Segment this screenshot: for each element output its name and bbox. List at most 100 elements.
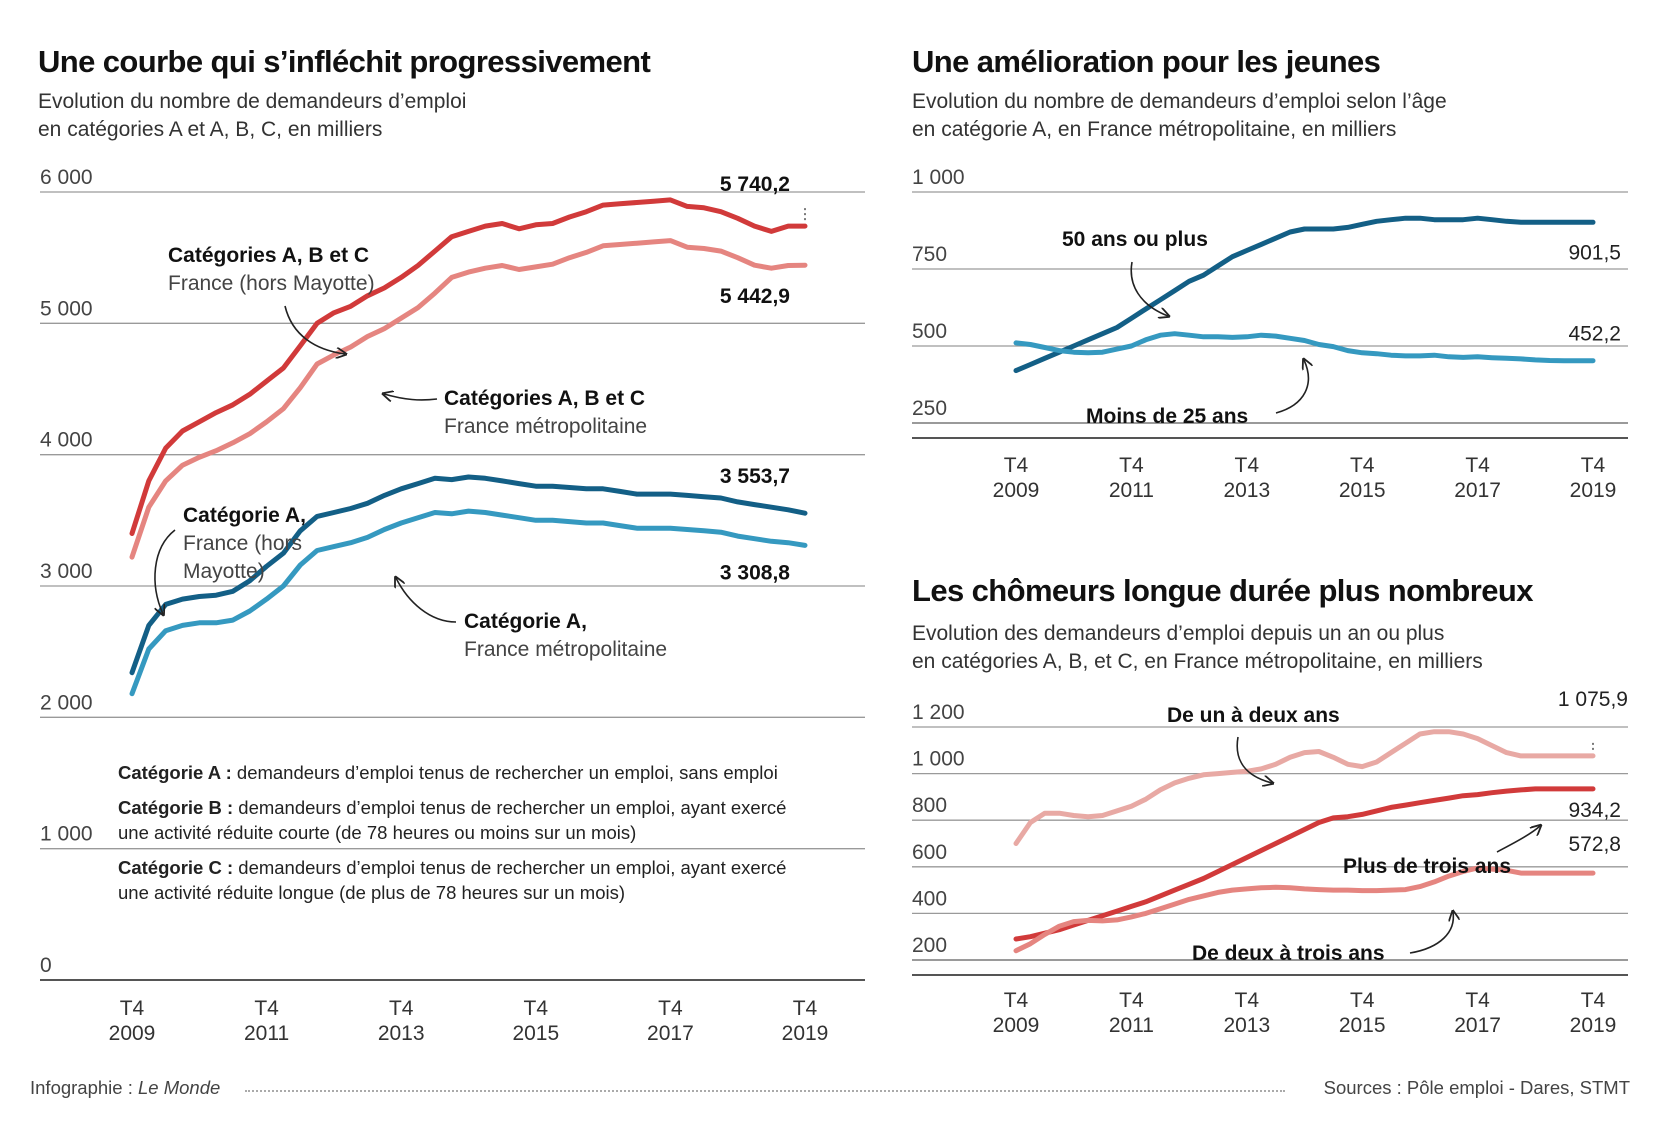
bottom-right-x-tick-year: 2019 (1570, 1014, 1617, 1037)
annotation-a-france-normal-1: France (hors (183, 532, 302, 555)
top-right-x-tick-label: T4 (1581, 454, 1606, 477)
arrow-deux-trois-ans (1409, 912, 1453, 954)
definition-b-text-2: une activité réduite courte (de 78 heure… (118, 822, 637, 843)
bottom-right-x-tick-label: T4 (1004, 989, 1029, 1012)
top-right-chart-title: Une amélioration pour les jeunes (912, 44, 1381, 79)
left-x-tick-label: T4 (524, 997, 549, 1020)
bottom-right-end-value-label-2: 572,8 (1568, 833, 1621, 856)
annotation-abc-metro-normal: France métropolitaine (444, 415, 647, 438)
annotation-plus-trois-ans: Plus de trois ans (1343, 855, 1511, 878)
annotation-abc-france-normal: France (hors Mayotte) (168, 272, 375, 295)
top-right-x-tick-year: 2017 (1454, 479, 1501, 502)
annotation-50-plus: 50 ans ou plus (1062, 228, 1208, 251)
bottom-right-chart-subtitle-2: en catégories A, B, et C, en France métr… (912, 650, 1483, 673)
bottom-right-series-line-2 (1013, 865, 1596, 954)
definition-category-a: Catégorie A : demandeurs d’emploi tenus … (118, 760, 868, 785)
bottom-right-end-value-label-0: 1 075,9 (1558, 688, 1628, 711)
left-x-tick-year: 2017 (647, 1022, 694, 1045)
bottom-right-x-tick-year: 2017 (1454, 1014, 1501, 1037)
top-right-y-tick-label: 500 (912, 320, 947, 343)
left-chart-subtitle-1: Evolution du nombre de demandeurs d’empl… (38, 90, 467, 113)
left-x-tick-year: 2011 (244, 1022, 289, 1045)
definition-c-text-1: demandeurs d’emploi tenus de rechercher … (238, 857, 787, 878)
left-x-tick-label: T4 (793, 997, 818, 1020)
chart-annotations: Catégories A, B et C France (hors Mayott… (154, 228, 1540, 965)
left-y-tick-label: 0 (40, 954, 52, 977)
top-right-x-tick-year: 2015 (1339, 479, 1386, 502)
top-right-x-tick-year: 2013 (1223, 479, 1270, 502)
left-y-tick-label: 5 000 (40, 297, 93, 320)
top-right-x-tick-label: T4 (1465, 454, 1490, 477)
bottom-right-y-tick-label: 800 (912, 794, 947, 817)
bottom-right-chart-subtitle-1: Evolution des demandeurs d’emploi depuis… (912, 622, 1445, 645)
definition-category-c: Catégorie C : demandeurs d’emploi tenus … (118, 855, 868, 905)
footer-sources: Sources : Pôle emploi - Dares, STMT (1317, 1077, 1630, 1099)
top-right-chart-subtitle-1: Evolution du nombre de demandeurs d’empl… (912, 90, 1447, 113)
annotation-a-france-bold: Catégorie A, (183, 504, 306, 527)
annotation-un-deux-ans: De un à deux ans (1167, 704, 1340, 727)
annotation-a-france-normal-2: Mayotte) (183, 560, 265, 583)
bottom-right-y-tick-label: 400 (912, 887, 947, 910)
footer-dotted-rule (245, 1090, 1285, 1092)
top-right-x-tick-year: 2011 (1109, 479, 1154, 502)
arrow-a-metro (396, 578, 457, 623)
bottom-right-x-tick-label: T4 (1581, 989, 1606, 1012)
bottom-right-x-tick-label: T4 (1465, 989, 1490, 1012)
top-right-end-value-label-1: 452,2 (1568, 323, 1621, 346)
bottom-right-x-tick-label: T4 (1235, 989, 1260, 1012)
definition-category-b: Catégorie B : demandeurs d’emploi tenus … (118, 795, 868, 845)
definition-c-term: Catégorie C : (118, 857, 234, 878)
left-x-tick-label: T4 (389, 997, 414, 1020)
definition-a-term: Catégorie A : (118, 762, 232, 783)
bottom-right-series-line-0 (1013, 729, 1596, 846)
annotation-deux-trois-ans: De deux à trois ans (1192, 942, 1385, 965)
footer-credit-name: Le Monde (138, 1077, 221, 1098)
top-right-end-value-label-0: 901,5 (1568, 241, 1621, 264)
left-series-line-2 (129, 474, 808, 676)
top-right-y-tick-label: 750 (912, 243, 947, 266)
footer-credit: Infographie : Le Monde (30, 1077, 227, 1099)
left-y-tick-label: 3 000 (40, 560, 93, 583)
bottom-right-x-tick-label: T4 (1119, 989, 1144, 1012)
left-x-tick-year: 2015 (512, 1022, 559, 1045)
annotation-abc-france-bold: Catégories A, B et C (168, 244, 369, 267)
left-y-tick-label: 4 000 (40, 429, 93, 452)
left-end-value-label-3: 3 308,8 (720, 561, 790, 584)
top-right-x-tick-label: T4 (1004, 454, 1029, 477)
arrow-un-deux-ans (1236, 736, 1272, 783)
bottom-right-y-tick-label: 600 (912, 841, 947, 864)
left-y-tick-label: 6 000 (40, 166, 93, 189)
arrow-plus-trois-ans (1496, 826, 1540, 853)
left-x-tick-label: T4 (120, 997, 145, 1020)
top-right-x-tick-year: 2019 (1570, 479, 1617, 502)
bottom-right-x-tick-year: 2011 (1109, 1014, 1154, 1037)
arrow-50-plus (1130, 261, 1168, 316)
top-right-y-tick-label: 1 000 (912, 166, 965, 189)
top-right-x-tick-year: 2009 (993, 479, 1040, 502)
left-series-line-3 (129, 508, 808, 697)
definition-b-text-1: demandeurs d’emploi tenus de rechercher … (238, 797, 787, 818)
left-x-tick-year: 2009 (109, 1022, 156, 1045)
left-x-tick-year: 2019 (782, 1022, 829, 1045)
left-x-tick-label: T4 (658, 997, 683, 1020)
annotation-moins-25: Moins de 25 ans (1086, 405, 1248, 428)
left-x-tick-label: T4 (254, 997, 279, 1020)
arrow-abc-metro (384, 394, 438, 400)
top-right-chart-subtitle-2: en catégorie A, en France métropolitaine… (912, 118, 1397, 141)
top-right-x-tick-label: T4 (1119, 454, 1144, 477)
arrow-abc-france (284, 305, 345, 354)
bottom-right-x-tick-year: 2015 (1339, 1014, 1386, 1037)
definition-c-text-2: une activité réduite longue (de plus de … (118, 882, 625, 903)
bottom-right-series-line-1 (1013, 786, 1596, 942)
bottom-right-y-tick-label: 200 (912, 934, 947, 957)
bottom-right-x-tick-year: 2013 (1223, 1014, 1270, 1037)
left-y-tick-label: 2 000 (40, 691, 93, 714)
top-right-x-tick-label: T4 (1350, 454, 1375, 477)
annotation-abc-metro-bold: Catégories A, B et C (444, 387, 645, 410)
bottom-right-x-tick-year: 2009 (993, 1014, 1040, 1037)
top-right-x-tick-label: T4 (1235, 454, 1260, 477)
left-series-line-0 (129, 197, 808, 536)
top-right-series-line-1 (1013, 331, 1596, 364)
